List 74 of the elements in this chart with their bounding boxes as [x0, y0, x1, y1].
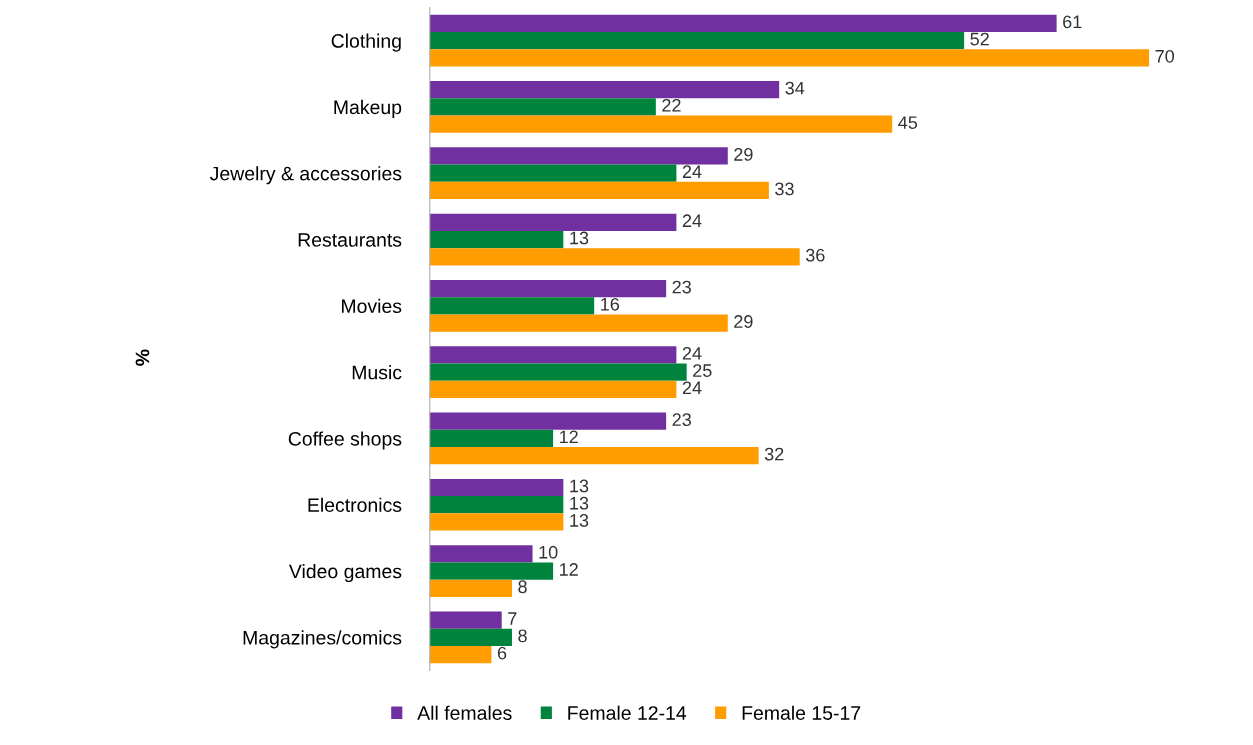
bar	[429, 496, 564, 514]
data-label: 7	[508, 612, 517, 625]
data-label: 24	[682, 214, 702, 227]
y-tick-label: Magazines/comics	[243, 630, 402, 649]
data-label: 13	[570, 496, 589, 510]
bar	[429, 545, 533, 563]
y-tick-label: Music	[352, 365, 402, 380]
data-label: 34	[785, 81, 805, 95]
bar	[429, 49, 1150, 67]
data-label: 12	[560, 563, 578, 576]
bar	[429, 579, 512, 597]
bar	[429, 346, 677, 364]
legend-label: Female 15-17	[742, 705, 861, 720]
data-label: 29	[734, 315, 753, 328]
data-label: 29	[734, 148, 753, 161]
data-label: 24	[682, 165, 702, 178]
data-label: 12	[560, 430, 578, 444]
data-label: 32	[764, 447, 784, 461]
data-label: 13	[570, 479, 589, 493]
data-label: 10	[539, 545, 558, 559]
bar	[429, 115, 893, 133]
bar	[429, 147, 728, 165]
legend-label: Female 12-14	[568, 705, 687, 720]
data-label: 22	[662, 98, 681, 112]
bar	[429, 628, 512, 646]
y-tick-label: Clothing	[331, 33, 401, 52]
bar	[429, 164, 677, 182]
bar	[429, 429, 554, 448]
y-axis-title: %	[135, 349, 150, 366]
bar	[429, 213, 677, 231]
y-tick-label: Restaurants	[298, 233, 402, 247]
y-tick-label: Makeup	[334, 99, 402, 118]
bar	[429, 645, 492, 664]
bar	[429, 363, 687, 381]
data-label: 16	[601, 297, 620, 311]
bar	[429, 98, 656, 116]
y-tick-label: Jewelry & accessories	[209, 166, 402, 185]
data-label: 33	[775, 182, 794, 196]
data-label: 24	[682, 346, 702, 360]
data-label: 70	[1155, 49, 1175, 63]
data-label: 13	[570, 514, 589, 527]
bar	[429, 478, 564, 497]
data-label: 36	[805, 248, 825, 262]
bar	[429, 31, 965, 50]
data-label: 23	[672, 280, 691, 294]
bar	[429, 447, 759, 465]
data-label: 25	[693, 364, 712, 377]
bar	[429, 14, 1057, 32]
bar	[429, 297, 595, 315]
bar	[429, 611, 502, 629]
data-label: 8	[518, 629, 527, 643]
y-tick-label: Electronics	[308, 497, 402, 512]
data-label: 23	[672, 413, 691, 427]
data-label: 8	[518, 580, 527, 594]
bar	[429, 279, 667, 298]
bar	[429, 412, 667, 430]
bar	[429, 81, 780, 99]
bar	[429, 562, 554, 580]
bar	[429, 380, 677, 398]
data-label: 6	[497, 646, 507, 660]
y-tick-label: Movies	[342, 298, 402, 314]
y-tick-label: Video games	[288, 564, 402, 583]
bar	[429, 181, 769, 200]
data-label: 45	[898, 116, 918, 129]
bar	[429, 314, 728, 332]
data-label: 52	[970, 32, 989, 46]
y-tick-label: Coffee shops	[288, 431, 402, 450]
data-label: 24	[682, 381, 702, 395]
bar	[429, 230, 564, 249]
bar	[429, 248, 800, 266]
legend-label: All females	[417, 705, 512, 720]
data-label: 61	[1063, 15, 1082, 29]
bar	[429, 513, 564, 531]
data-label: 13	[570, 231, 589, 245]
